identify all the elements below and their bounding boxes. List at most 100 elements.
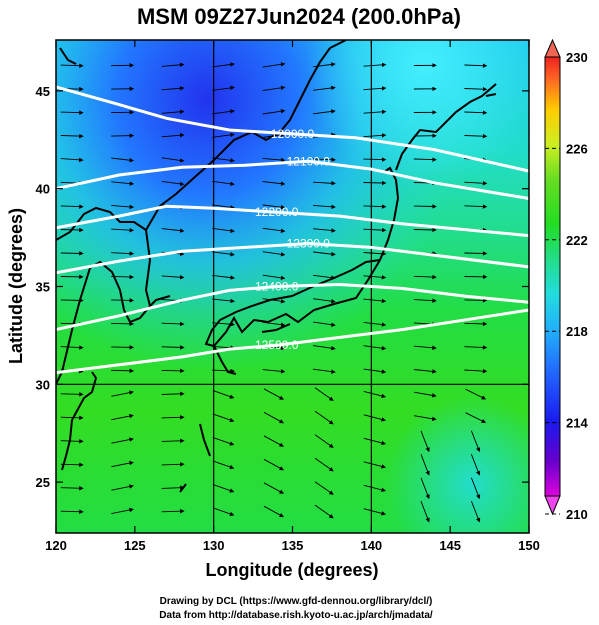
colorbar: 230 226 222 218 214 210 bbox=[544, 38, 588, 522]
streamline-arrow bbox=[363, 321, 387, 327]
streamline-arrow bbox=[464, 133, 488, 139]
streamline-arrow bbox=[313, 85, 336, 91]
streamline-arrow bbox=[314, 410, 334, 425]
streamline-arrow bbox=[420, 477, 430, 500]
streamline-arrow bbox=[263, 435, 284, 447]
streamline-arrow bbox=[313, 298, 336, 304]
streamline-arrow bbox=[212, 274, 235, 280]
streamline-arrow bbox=[161, 321, 185, 327]
streamline-arrow bbox=[313, 274, 336, 280]
streamline-arrow bbox=[161, 62, 185, 68]
streamline-arrow bbox=[262, 369, 286, 374]
streamline-arrow bbox=[60, 509, 84, 514]
streamline-arrow bbox=[60, 485, 84, 491]
streamline-arrow bbox=[414, 391, 437, 398]
streamline-arrow bbox=[470, 477, 481, 500]
streamline-arrow bbox=[413, 345, 437, 351]
y-tick-label: 30 bbox=[36, 377, 50, 392]
streamline-arrow bbox=[363, 86, 387, 91]
streamline-arrow bbox=[363, 62, 387, 68]
streamline-arrow bbox=[363, 204, 387, 209]
contour-label: 12400.0 bbox=[255, 280, 299, 294]
y-axis-label: Latitude (degrees) bbox=[6, 208, 26, 364]
streamline-arrow bbox=[212, 109, 235, 115]
streamline-arrow bbox=[314, 504, 334, 519]
streamline-arrow bbox=[420, 454, 430, 476]
x-axis-ticks: 120 125 130 135 140 145 150 bbox=[45, 40, 540, 553]
streamline-arrow bbox=[313, 181, 336, 186]
streamline-arrow bbox=[262, 85, 286, 92]
y-axis-ticks: 25 30 35 40 45 bbox=[36, 84, 529, 490]
streamline-arrow bbox=[420, 501, 430, 523]
streamline-arrow bbox=[60, 392, 84, 397]
colorbar-tick-label: 226 bbox=[566, 141, 588, 156]
geopotential-contours: 12000.0 12100.0 12200.0 12300.0 12400.0 12500… bbox=[56, 85, 529, 375]
streamline-arrow bbox=[212, 507, 235, 517]
streamline-arrow bbox=[212, 204, 235, 210]
streamline-arrow bbox=[262, 274, 286, 281]
streamline-arrow bbox=[313, 228, 336, 233]
streamline-arrow bbox=[111, 413, 134, 421]
streamline-arrow bbox=[363, 484, 386, 492]
x-tick-label: 130 bbox=[203, 538, 225, 553]
streamline-arrow bbox=[313, 251, 336, 257]
y-tick-label: 45 bbox=[36, 84, 50, 99]
colorbar-ticks: 230 226 222 218 214 210 bbox=[545, 50, 588, 522]
plot-area: 12000.0 12100.0 12200.0 12300.0 12400.0 12500… bbox=[56, 40, 529, 533]
streamline-arrow bbox=[465, 388, 487, 400]
streamline-arrow bbox=[263, 458, 284, 471]
streamline-arrow bbox=[314, 434, 334, 448]
streamline-arrow bbox=[111, 345, 135, 350]
streamline-arrow bbox=[312, 157, 336, 162]
streamline-arrow bbox=[420, 430, 430, 453]
y-tick-label: 40 bbox=[36, 182, 50, 197]
streamline-arrow bbox=[363, 227, 387, 233]
streamline-arrow bbox=[313, 204, 336, 210]
x-tick-label: 145 bbox=[439, 538, 461, 553]
streamline-arrow bbox=[262, 157, 286, 163]
colorbar-bottom-triangle bbox=[544, 495, 561, 516]
streamline-arrow bbox=[263, 411, 284, 424]
streamline-arrow bbox=[262, 181, 286, 186]
streamline-arrow bbox=[263, 388, 284, 400]
streamline-arrow bbox=[60, 133, 84, 139]
contour-label: 12200.0 bbox=[255, 205, 299, 219]
contour-line bbox=[56, 85, 529, 173]
streamlines bbox=[60, 62, 488, 523]
contour-line bbox=[56, 308, 529, 375]
streamline-arrow bbox=[212, 460, 235, 470]
y-tick-label: 25 bbox=[36, 475, 50, 490]
streamline-arrow bbox=[212, 368, 235, 374]
streamline-arrow bbox=[413, 369, 437, 374]
streamline-arrow bbox=[60, 63, 84, 68]
colorbar-tick-label: 210 bbox=[566, 507, 588, 522]
streamline-arrow bbox=[464, 251, 488, 256]
streamline-arrow bbox=[161, 508, 185, 514]
y-tick-label: 35 bbox=[36, 280, 50, 295]
streamline-arrow bbox=[161, 86, 185, 91]
streamline-arrow bbox=[212, 389, 235, 399]
streamline-arrow bbox=[464, 368, 488, 374]
streamline-arrow bbox=[60, 204, 84, 209]
streamline-arrow bbox=[314, 457, 334, 472]
streamline-arrow bbox=[111, 368, 135, 374]
streamline-arrow bbox=[413, 227, 437, 233]
streamline-arrow bbox=[161, 345, 185, 350]
footer-drawing-credit: Drawing by DCL (https://www.gfd-dennou.o… bbox=[160, 596, 433, 607]
streamline-arrow bbox=[363, 298, 387, 304]
streamline-arrow bbox=[263, 505, 284, 518]
streamline-arrow bbox=[60, 439, 84, 444]
streamline-arrow bbox=[60, 345, 84, 350]
streamline-arrow bbox=[464, 63, 488, 68]
streamline-arrow bbox=[464, 86, 488, 92]
x-tick-label: 120 bbox=[45, 538, 67, 553]
streamline-arrow bbox=[161, 485, 185, 490]
streamline-arrow bbox=[464, 321, 488, 327]
streamline-arrow bbox=[212, 85, 235, 91]
colorbar-gradient bbox=[544, 56, 561, 497]
streamline-arrow bbox=[161, 132, 185, 138]
footer-data-source: Data from http://database.rish.kyoto-u.a… bbox=[159, 610, 433, 621]
streamline-arrow bbox=[212, 436, 235, 446]
x-tick-label: 125 bbox=[124, 538, 146, 553]
colorbar-tick-label: 218 bbox=[566, 324, 588, 339]
